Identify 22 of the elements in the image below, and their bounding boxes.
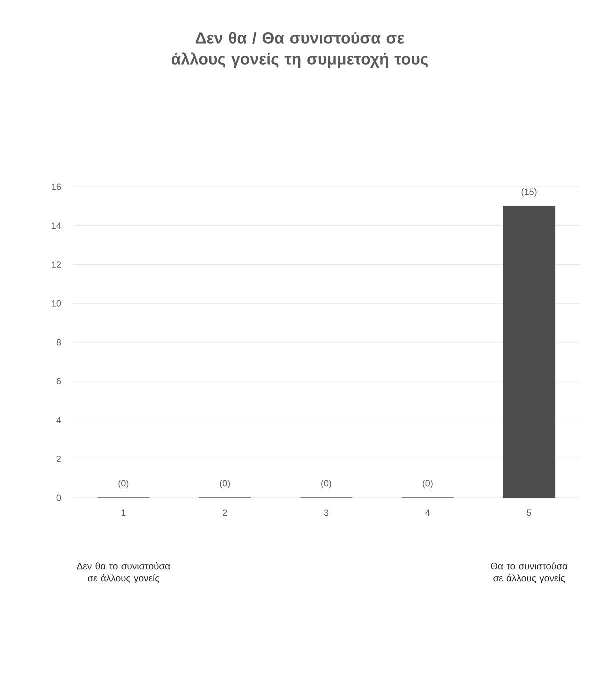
chart-title: Δεν θα / Θα συνιστούσα σε άλλους γονείς τη συμμετοχή τους	[172, 32, 428, 68]
data-label: (0)	[118, 480, 129, 488]
x-tick-label: 3	[324, 510, 329, 516]
y-tick-label: 10	[52, 300, 62, 307]
x-tick-label: 1	[122, 510, 126, 516]
y-tick-label: 8	[57, 339, 62, 346]
y-tick-label: 12	[52, 262, 62, 268]
x-tick-label: 4	[426, 510, 430, 516]
y-tick-label: 16	[52, 184, 62, 190]
y-tick-label: 14	[52, 222, 62, 229]
y-tick-label: 2	[57, 456, 62, 462]
text: Δεν θα το συνιστούσα σε άλλους γονείς	[77, 562, 170, 584]
y-tick-label: 4	[56, 417, 62, 424]
data-label: (15)	[522, 188, 537, 197]
x-tick-label: 2	[223, 510, 228, 516]
x-tick-label: 5	[527, 510, 532, 516]
text: Θα το συνιστούσα σε άλλους γονείς	[491, 562, 568, 584]
y-tick-label: 0	[56, 494, 62, 502]
data-label: (0)	[423, 480, 434, 488]
data-label: (0)	[322, 480, 332, 488]
data-label: (0)	[220, 480, 230, 488]
y-tick-label: 6	[57, 378, 62, 385]
